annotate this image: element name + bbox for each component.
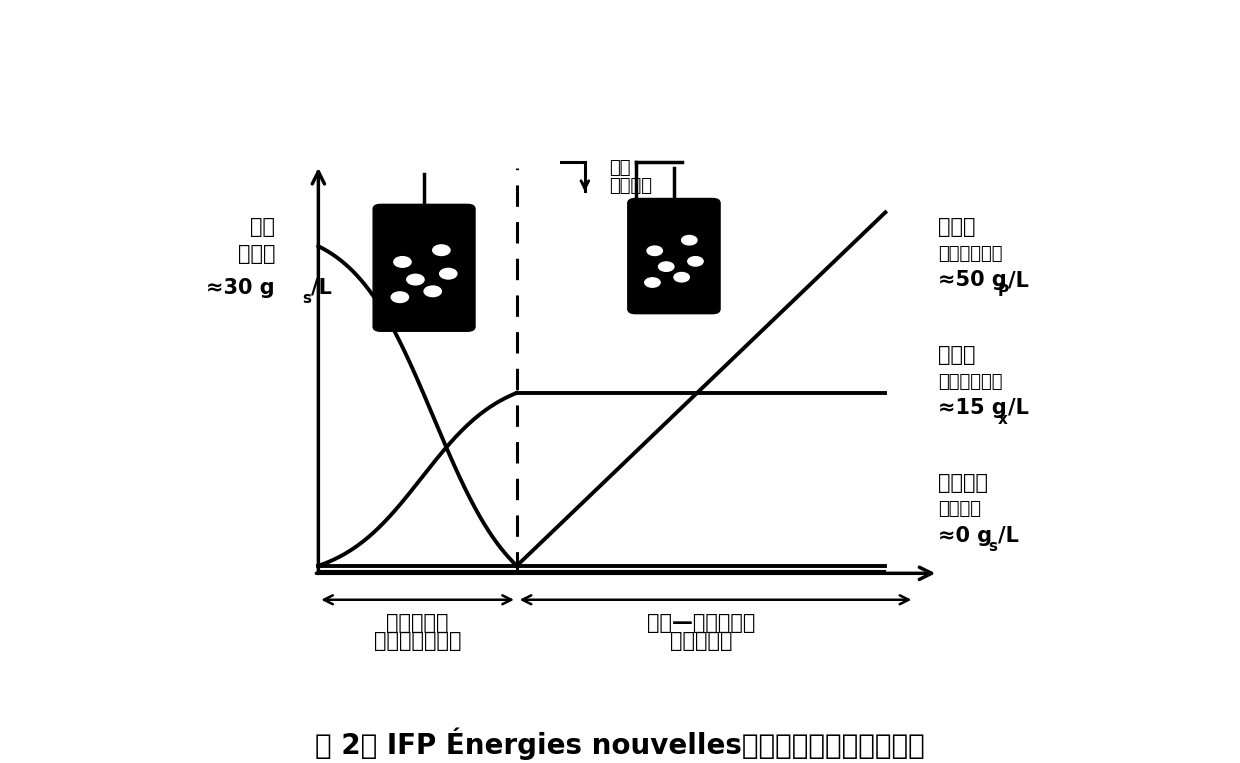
Circle shape: [645, 278, 660, 287]
Text: （纤维素酶）: （纤维素酶）: [939, 245, 1003, 262]
Text: （糖）: （糖）: [238, 243, 275, 264]
Circle shape: [391, 292, 408, 302]
Text: 补料—分批阶段、: 补料—分批阶段、: [647, 613, 755, 633]
Text: （乳糖）: （乳糖）: [939, 501, 981, 518]
Circle shape: [424, 286, 441, 297]
Text: 底物: 底物: [609, 159, 630, 177]
Circle shape: [647, 246, 662, 256]
FancyBboxPatch shape: [373, 204, 475, 331]
Text: 残余底物: 残余底物: [939, 473, 988, 493]
Text: 分批阶段、: 分批阶段、: [387, 613, 449, 633]
Text: s: s: [988, 539, 997, 555]
Text: ≈50 g: ≈50 g: [939, 270, 1007, 290]
Text: （里氏木霉）: （里氏木霉）: [939, 372, 1003, 391]
Circle shape: [658, 262, 675, 272]
Text: /L: /L: [998, 526, 1019, 546]
Text: ≈15 g: ≈15 g: [939, 398, 1007, 418]
Text: /L: /L: [1008, 270, 1029, 290]
Text: （乳糖）: （乳糖）: [609, 176, 652, 195]
Circle shape: [675, 272, 689, 282]
Circle shape: [394, 256, 412, 267]
Circle shape: [682, 236, 697, 245]
Text: ≈0 g: ≈0 g: [939, 526, 992, 546]
Circle shape: [440, 269, 458, 279]
Text: 蛋白质: 蛋白质: [939, 217, 976, 237]
Text: ≈30 g: ≈30 g: [207, 278, 275, 298]
Text: /L: /L: [1008, 398, 1029, 418]
FancyBboxPatch shape: [627, 198, 720, 314]
Circle shape: [433, 245, 450, 256]
Text: P: P: [998, 284, 1009, 299]
Text: 图 2： IFP Énergies nouvelles纤维素酶生产过程的原理: 图 2： IFP Énergies nouvelles纤维素酶生产过程的原理: [315, 728, 925, 760]
Text: /L: /L: [311, 278, 331, 298]
Text: 里氏木霉的生长: 里氏木霉的生长: [373, 631, 461, 651]
Text: s: s: [303, 291, 311, 306]
Circle shape: [688, 256, 703, 266]
Text: x: x: [998, 412, 1008, 427]
Text: 生物质: 生物质: [939, 345, 976, 365]
Text: 底物: 底物: [250, 217, 275, 237]
Circle shape: [407, 274, 424, 285]
Text: 蛋白质生产: 蛋白质生产: [670, 631, 733, 651]
